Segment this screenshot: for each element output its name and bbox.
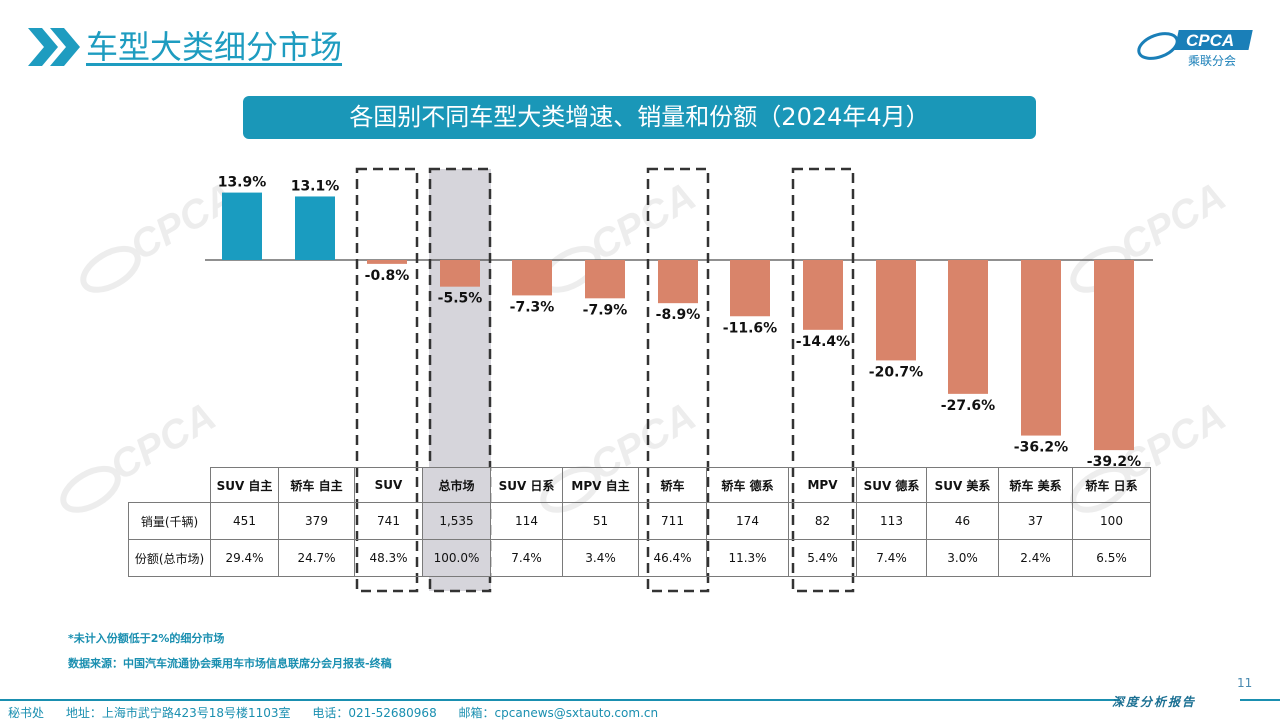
table-cell: 51 bbox=[562, 502, 639, 540]
data-table: SUV 自主 轿车 自主 SUV 总市场 SUV 日系 MPV 自主 轿车 轿车 德系 MPV S… bbox=[128, 467, 1151, 577]
dashed-highlight-box bbox=[428, 167, 492, 593]
table-cell: 46.4% bbox=[638, 539, 707, 577]
table-cell: 741 bbox=[354, 502, 423, 540]
table-cell: 3.0% bbox=[926, 539, 999, 577]
data-label: 13.1% bbox=[291, 178, 340, 194]
data-label: -7.3% bbox=[510, 299, 555, 315]
data-label: -36.2% bbox=[1014, 440, 1068, 456]
table-row-label: 销量(千辆) bbox=[128, 502, 211, 540]
dashed-highlight-box bbox=[355, 167, 419, 593]
bar bbox=[295, 196, 335, 260]
table-cell: 46 bbox=[926, 502, 999, 540]
table-cell: 114 bbox=[490, 502, 563, 540]
dashed-highlight-box bbox=[791, 167, 855, 593]
bar bbox=[585, 260, 625, 299]
bar bbox=[1021, 260, 1061, 436]
table-row-share: 份额(总市场) 29.4% 24.7% 48.3% 100.0% 7.4% 3.4% 46.4… bbox=[128, 539, 1151, 577]
table-header-cell: SUV 自主 bbox=[210, 467, 279, 503]
table-corner-cell bbox=[128, 467, 211, 503]
footer-contact: 秘书处 地址：上海市武宁路423号18号楼1103室 电话：021-526809… bbox=[8, 704, 676, 721]
logo-subtext: 乘联分会 bbox=[1188, 54, 1236, 68]
table-header-cell: 总市场 bbox=[422, 467, 491, 503]
table-cell: 82 bbox=[788, 502, 857, 540]
footer-phone: 电话：021-52680968 bbox=[312, 706, 437, 720]
table-cell: 48.3% bbox=[354, 539, 423, 577]
data-label: -7.9% bbox=[583, 302, 628, 318]
table-cell: 174 bbox=[706, 502, 789, 540]
footer-address: 地址：上海市武宁路423号18号楼1103室 bbox=[65, 706, 291, 720]
table-cell: 11.3% bbox=[706, 539, 789, 577]
chevron-arrows-icon bbox=[28, 28, 80, 66]
bar bbox=[512, 260, 552, 296]
table-cell: 451 bbox=[210, 502, 279, 540]
footer-email: 邮箱：cpcanews@sxtauto.com.cn bbox=[458, 706, 659, 720]
table-header-cell: SUV 日系 bbox=[490, 467, 563, 503]
table-header-cell: MPV bbox=[788, 467, 857, 503]
table-cell: 100 bbox=[1072, 502, 1151, 540]
bar bbox=[440, 260, 480, 287]
report-tag: 深度分析报告 bbox=[1112, 695, 1197, 709]
bar bbox=[803, 260, 843, 330]
footnote-share: *未计入份额低于2%的细分市场 bbox=[68, 632, 225, 645]
table-row-label: 份额(总市场) bbox=[128, 539, 211, 577]
bar bbox=[876, 260, 916, 361]
table-cell: 7.4% bbox=[856, 539, 927, 577]
data-label: -8.9% bbox=[656, 307, 701, 323]
data-label: -14.4% bbox=[796, 334, 850, 350]
table-cell: 379 bbox=[278, 502, 355, 540]
table-header-row: SUV 自主 轿车 自主 SUV 总市场 SUV 日系 MPV 自主 轿车 轿车 德系 MPV S… bbox=[128, 467, 1151, 503]
cpca-logo: CPCA 乘联分会 bbox=[1137, 30, 1253, 68]
table-cell: 2.4% bbox=[998, 539, 1073, 577]
bar bbox=[730, 260, 770, 317]
table-cell: 37 bbox=[998, 502, 1073, 540]
bar bbox=[948, 260, 988, 394]
table-cell: 7.4% bbox=[490, 539, 563, 577]
bar bbox=[222, 192, 262, 260]
logo-text: CPCA bbox=[1186, 31, 1234, 50]
table-cell: 100.0% bbox=[422, 539, 491, 577]
table-cell: 113 bbox=[856, 502, 927, 540]
table-cell: 24.7% bbox=[278, 539, 355, 577]
table-cell: 711 bbox=[638, 502, 707, 540]
bar bbox=[658, 260, 698, 304]
chart-title-banner: 各国别不同车型大类增速、销量和份额（2024年4月） bbox=[243, 96, 1036, 139]
data-label: -0.8% bbox=[365, 268, 410, 284]
table-header-cell: SUV bbox=[354, 467, 423, 503]
bar bbox=[1094, 260, 1134, 451]
table-header-cell: 轿车 bbox=[638, 467, 707, 503]
data-label: -27.6% bbox=[941, 398, 995, 414]
table-header-cell: 轿车 自主 bbox=[278, 467, 355, 503]
table-header-cell: SUV 德系 bbox=[856, 467, 927, 503]
bar bbox=[367, 260, 407, 264]
table-row-sales: 销量(千辆) 451 379 741 1,535 114 51 711 174 82 113 46 37… bbox=[128, 502, 1151, 540]
table-cell: 6.5% bbox=[1072, 539, 1151, 577]
footer-divider bbox=[0, 699, 1120, 701]
data-label: -5.5% bbox=[438, 291, 483, 307]
table-header-cell: 轿车 美系 bbox=[998, 467, 1073, 503]
table-header-cell: MPV 自主 bbox=[562, 467, 639, 503]
table-cell: 1,535 bbox=[422, 502, 491, 540]
dashed-highlight-box bbox=[646, 167, 710, 593]
table-cell: 29.4% bbox=[210, 539, 279, 577]
page-number: 11 bbox=[1237, 676, 1253, 690]
footer-divider-right bbox=[1240, 699, 1280, 701]
data-label: -11.6% bbox=[723, 320, 777, 336]
footer-office: 秘书处 bbox=[8, 706, 45, 720]
table-cell: 3.4% bbox=[562, 539, 639, 577]
data-label: -20.7% bbox=[869, 364, 923, 380]
table-header-cell: 轿车 德系 bbox=[706, 467, 789, 503]
data-label: 13.9% bbox=[218, 175, 267, 191]
table-header-cell: 轿车 日系 bbox=[1072, 467, 1151, 503]
footnote-source: 数据来源：中国汽车流通协会乘用车市场信息联席分会月报表-终稿 bbox=[68, 657, 392, 670]
table-header-cell: SUV 美系 bbox=[926, 467, 999, 503]
page-title: 车型大类细分市场 bbox=[86, 28, 343, 66]
data-label: -39.2% bbox=[1087, 454, 1141, 470]
table-cell: 5.4% bbox=[788, 539, 857, 577]
